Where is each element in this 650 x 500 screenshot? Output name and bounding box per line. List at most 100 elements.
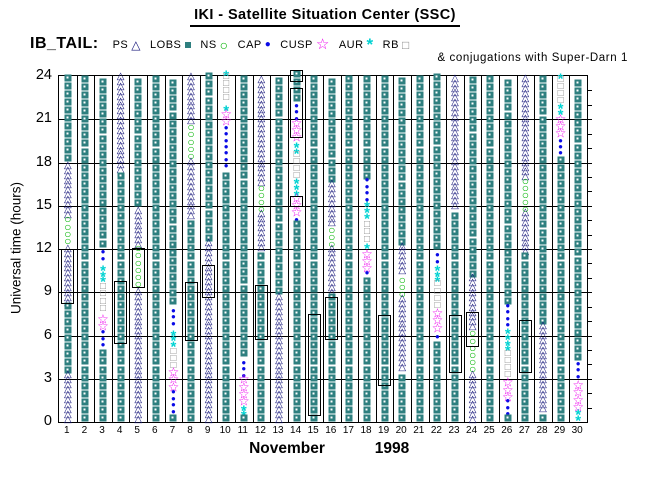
data-symbol-lobs-icon [152,277,160,285]
data-symbol-lobs-icon [416,188,424,196]
data-symbol-ps-icon: △ [204,349,213,361]
data-symbol-cusp-icon: ☆ [554,111,567,127]
data-symbol-lobs-icon [363,172,371,180]
data-symbol-ps-icon: △ [187,200,195,212]
data-symbol-lobs-icon [222,196,230,204]
data-symbol-lobs-icon [310,107,318,115]
data-symbol-ps-icon: △ [187,71,195,82]
data-symbol-lobs-icon [222,325,230,333]
data-symbol-lobs-icon [486,333,494,341]
data-symbol-lobs-icon [117,333,125,341]
data-symbol-cap-icon: ● [505,307,511,317]
data-symbol-lobs-icon [451,277,459,285]
data-symbol-lobs-icon [363,357,371,365]
data-symbol-ps-icon: △ [275,340,283,352]
title-wrap: IKI - Satellite Situation Center (SSC) [0,6,650,27]
data-symbol-lobs-icon [152,236,160,244]
day-gridline [340,76,342,422]
data-symbol-ps-icon: △ [187,205,195,217]
data-symbol-lobs-icon [310,301,318,309]
data-symbol-lobs-icon [310,99,318,107]
data-symbol-lobs-icon [81,115,89,123]
data-symbol-lobs-icon [152,164,160,172]
conjunction-box [518,319,532,373]
data-symbol-lobs-icon [293,390,301,398]
data-symbol-lobs-icon [117,293,125,301]
data-symbol-cusp-icon: ☆ [237,393,250,409]
data-symbol-ps-icon: △ [521,231,530,243]
data-symbol-cusp-icon: ☆ [167,371,180,387]
data-symbol-lobs-icon [451,293,459,301]
data-symbol-lobs-icon [310,139,318,147]
data-symbol-ps-icon: △ [116,144,125,156]
data-symbol-ps-icon: △ [204,325,213,337]
data-symbol-ps-icon: △ [204,413,213,425]
data-symbol-ps-icon: △ [63,189,72,201]
data-symbol-lobs-icon [187,382,195,390]
day-gridline [164,76,166,422]
data-symbol-ps-icon: △ [257,83,266,95]
data-symbol-lobs-icon [257,341,265,349]
data-symbol-lobs-icon [451,357,459,365]
data-symbol-lobs-icon [310,252,318,260]
data-symbol-ps-icon: △ [275,413,283,425]
data-symbol-cusp-icon: ☆ [572,384,585,400]
data-symbol-ps-icon: △ [398,297,407,309]
data-symbol-lobs-icon [574,87,582,95]
data-symbol-lobs-icon [99,135,107,143]
day-gridline [446,76,448,422]
data-symbol-lobs-icon [187,277,195,285]
data-symbol-lobs-icon [486,204,494,212]
data-symbol-ps-icon: △ [451,156,459,168]
data-symbol-ps-icon: △ [451,121,459,133]
data-symbol-lobs-icon [117,366,125,374]
data-symbol-lobs-icon [152,115,160,123]
data-symbol-ns-icon: ○ [521,187,530,202]
data-symbol-lobs-icon [169,103,177,111]
data-symbol-rb-icon: □ [504,369,511,381]
day-gridline [252,76,254,422]
day-gridline [147,76,148,422]
data-symbol-ps-icon: △ [275,325,283,337]
data-symbol-lobs-icon [81,236,89,244]
data-symbol-lobs-icon [293,382,301,390]
data-symbol-lobs-icon [539,196,547,204]
x-tick-label: 21 [413,425,425,436]
data-symbol-lobs-icon [257,285,265,293]
data-symbol-lobs-icon [574,248,582,256]
data-symbol-ps-icon: △ [134,229,143,241]
data-symbol-lobs-icon [486,180,494,188]
data-symbol-lobs-icon [433,178,441,186]
data-symbol-ps-icon: △ [204,344,213,356]
data-symbol-ps-icon: △ [451,160,459,172]
data-symbol-lobs-icon [469,246,477,254]
data-symbol-lobs-icon [381,244,389,252]
data-symbol-ps-icon: △ [63,291,72,303]
data-symbol-lobs-icon [504,95,512,103]
data-symbol-ps-icon: △ [275,315,283,327]
data-symbol-lobs-icon [486,244,494,252]
data-symbol-lobs-icon [81,406,89,414]
data-symbol-lobs-icon [574,273,582,281]
data-symbol-rb-icon: □ [170,360,177,372]
data-symbol-cusp-icon: ☆ [220,106,233,122]
data-symbol-lobs-icon [222,414,230,422]
data-symbol-lobs-icon [416,325,424,333]
data-symbol-lobs-icon [345,244,353,252]
data-symbol-lobs-icon [134,191,142,199]
data-symbol-lobs-icon [469,165,477,173]
data-symbol-lobs-icon [117,390,125,398]
data-symbol-lobs-icon [328,406,336,414]
data-symbol-lobs-icon [381,228,389,236]
data-symbol-ps-icon: △ [204,408,213,420]
data-symbol-lobs-icon [257,333,265,341]
data-symbol-lobs-icon [486,406,494,414]
data-symbol-ps-icon: △ [451,175,459,187]
data-symbol-lobs-icon [381,269,389,277]
data-symbol-ps-icon: △ [134,379,143,391]
conjunction-box [202,264,216,298]
data-symbol-ps-icon: △ [204,330,213,342]
data-symbol-ps-icon: △ [187,105,195,117]
data-symbol-lobs-icon [574,176,582,184]
data-symbol-ps-icon: △ [204,281,213,293]
